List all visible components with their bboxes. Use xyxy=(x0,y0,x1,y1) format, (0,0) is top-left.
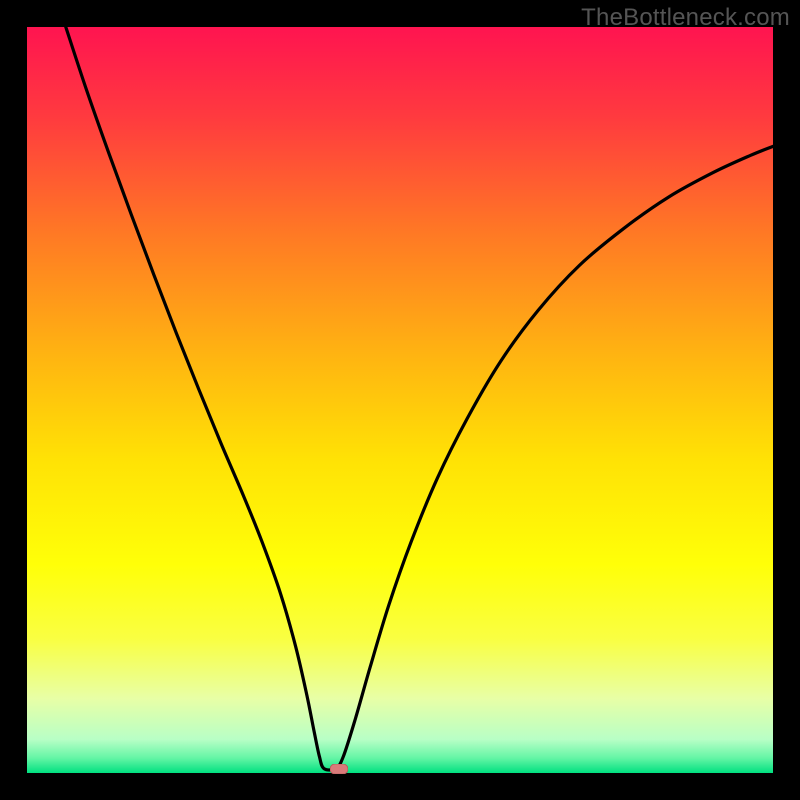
chart-frame: TheBottleneck.com xyxy=(0,0,800,800)
bottleneck-curve xyxy=(27,27,773,773)
minimum-marker xyxy=(330,764,348,774)
plot-area xyxy=(27,27,773,773)
watermark-text: TheBottleneck.com xyxy=(581,4,790,32)
